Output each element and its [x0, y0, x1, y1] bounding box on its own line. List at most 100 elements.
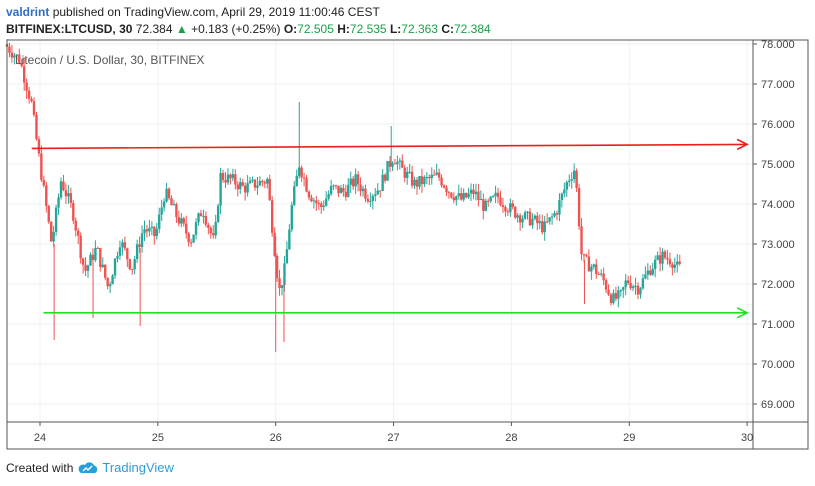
created-with-text: Created with — [6, 460, 74, 475]
candle — [536, 212, 539, 231]
candle — [563, 182, 566, 198]
candle — [548, 217, 551, 225]
chart-title: Litecoin / U.S. Dollar, 30, BITFINEX — [15, 53, 204, 67]
candle — [401, 154, 404, 168]
candle — [278, 269, 281, 296]
candle — [256, 176, 259, 195]
candle — [20, 58, 23, 68]
candle — [388, 156, 392, 173]
candle — [516, 212, 519, 223]
time-axis[interactable]: 24 25 26 27 28 29 30 — [34, 422, 753, 444]
candle — [450, 192, 453, 199]
candle — [467, 187, 470, 200]
candle — [568, 174, 571, 187]
x-tick-label: 27 — [387, 432, 399, 444]
candle — [167, 187, 171, 200]
candle — [199, 209, 203, 217]
open-value: 72.505 — [297, 22, 334, 36]
candle — [101, 257, 104, 269]
candle — [661, 248, 664, 271]
candle — [408, 163, 411, 174]
candle — [509, 198, 512, 217]
candle — [253, 179, 257, 191]
tradingview-brand-link[interactable]: TradingView — [102, 460, 174, 475]
candle — [477, 183, 480, 207]
support-line[interactable] — [43, 307, 749, 319]
candle — [295, 169, 298, 187]
candle — [597, 271, 600, 276]
price-axis[interactable]: 69.000 70.000 71.000 72.000 73.000 74.000 75.0… — [753, 39, 795, 411]
candle — [487, 198, 490, 207]
candle — [69, 187, 73, 208]
candle — [489, 195, 492, 203]
candle — [231, 168, 235, 182]
candle — [494, 185, 497, 203]
candle — [290, 201, 294, 233]
candle — [268, 174, 271, 201]
candle — [428, 174, 431, 186]
author-name[interactable]: valdrint — [6, 5, 50, 19]
tradingview-cloud-icon[interactable] — [77, 461, 99, 475]
candle — [592, 263, 596, 270]
candle — [310, 194, 313, 203]
candle — [403, 164, 406, 183]
candle — [81, 257, 85, 274]
candle — [45, 181, 48, 213]
y-tick-label: 70.000 — [761, 359, 795, 371]
candle — [187, 232, 190, 247]
candle — [246, 175, 249, 197]
candle — [160, 199, 163, 221]
candle — [153, 226, 156, 245]
candle — [676, 254, 679, 273]
candle — [288, 224, 291, 250]
resistance-line[interactable] — [31, 138, 749, 151]
candle — [113, 257, 117, 280]
candle — [305, 175, 308, 193]
candle — [172, 199, 176, 206]
candle — [398, 157, 402, 170]
candle — [59, 177, 63, 200]
candle — [214, 214, 217, 239]
candle — [636, 282, 640, 300]
candle — [248, 176, 252, 184]
candle — [349, 171, 352, 193]
candle — [234, 169, 237, 190]
candle — [293, 181, 296, 207]
candle — [445, 185, 448, 197]
candle — [263, 180, 267, 189]
candle — [10, 44, 14, 63]
candle — [452, 192, 456, 204]
candle — [307, 190, 311, 201]
candle — [491, 194, 495, 198]
candle — [624, 274, 627, 296]
candle — [460, 187, 463, 201]
y-tick-label: 71.000 — [761, 319, 795, 331]
candle — [523, 210, 527, 220]
close-label: C: — [441, 22, 454, 36]
candle — [612, 289, 615, 305]
candle — [646, 263, 650, 280]
candle — [86, 264, 90, 278]
candle — [209, 225, 212, 239]
candle — [106, 277, 109, 290]
candle — [469, 183, 473, 202]
candle — [302, 172, 306, 187]
candle — [511, 200, 514, 210]
candle — [585, 253, 588, 258]
candle — [437, 168, 441, 181]
candle — [499, 190, 502, 207]
candle — [332, 184, 335, 190]
candle — [433, 169, 436, 176]
candle — [496, 188, 500, 204]
candle — [219, 167, 222, 215]
candle — [359, 177, 362, 197]
candle — [224, 172, 227, 189]
candle — [207, 222, 210, 235]
candle — [337, 185, 340, 198]
trendlines[interactable] — [31, 138, 749, 319]
candle — [347, 178, 350, 198]
candle — [185, 215, 188, 239]
candle — [639, 287, 642, 299]
candle — [617, 286, 620, 308]
